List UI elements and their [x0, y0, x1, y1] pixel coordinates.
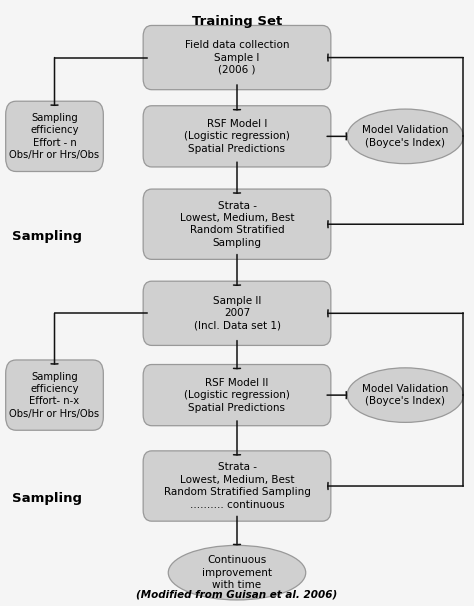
Text: (Modified from Guisan et al. 2006): (Modified from Guisan et al. 2006) [137, 590, 337, 600]
FancyBboxPatch shape [143, 105, 331, 167]
FancyBboxPatch shape [143, 365, 331, 425]
Text: Model Validation
(Boyce's Index): Model Validation (Boyce's Index) [362, 125, 448, 147]
Text: Sampling: Sampling [12, 230, 82, 243]
FancyBboxPatch shape [6, 360, 103, 430]
FancyBboxPatch shape [143, 25, 331, 90]
Text: RSF Model II
(Logistic regression)
Spatial Predictions: RSF Model II (Logistic regression) Spati… [184, 378, 290, 413]
Text: Sampling: Sampling [12, 491, 82, 505]
Text: Sample II
2007
(Incl. Data set 1): Sample II 2007 (Incl. Data set 1) [193, 296, 281, 331]
Text: Field data collection
Sample I
(2006 ): Field data collection Sample I (2006 ) [185, 40, 289, 75]
Ellipse shape [347, 109, 463, 164]
FancyBboxPatch shape [143, 451, 331, 521]
FancyBboxPatch shape [143, 189, 331, 259]
Ellipse shape [347, 368, 463, 422]
Ellipse shape [168, 545, 306, 600]
Text: Strata -
Lowest, Medium, Best
Random Stratified Sampling
.......... continuous: Strata - Lowest, Medium, Best Random Str… [164, 462, 310, 510]
Text: Strata -
Lowest, Medium, Best
Random Stratified
Sampling: Strata - Lowest, Medium, Best Random Str… [180, 201, 294, 248]
Text: Continuous
improvement
with time: Continuous improvement with time [202, 555, 272, 590]
FancyBboxPatch shape [143, 281, 331, 345]
Text: RSF Model I
(Logistic regression)
Spatial Predictions: RSF Model I (Logistic regression) Spatia… [184, 119, 290, 154]
Text: Sampling
efficiency
Effort- n-x
Obs/Hr or Hrs/Obs: Sampling efficiency Effort- n-x Obs/Hr o… [9, 371, 100, 419]
Text: Training Set: Training Set [192, 15, 282, 28]
FancyBboxPatch shape [6, 101, 103, 171]
Text: Sampling
efficiency
Effort - n
Obs/Hr or Hrs/Obs: Sampling efficiency Effort - n Obs/Hr or… [9, 113, 100, 160]
Text: Model Validation
(Boyce's Index): Model Validation (Boyce's Index) [362, 384, 448, 406]
